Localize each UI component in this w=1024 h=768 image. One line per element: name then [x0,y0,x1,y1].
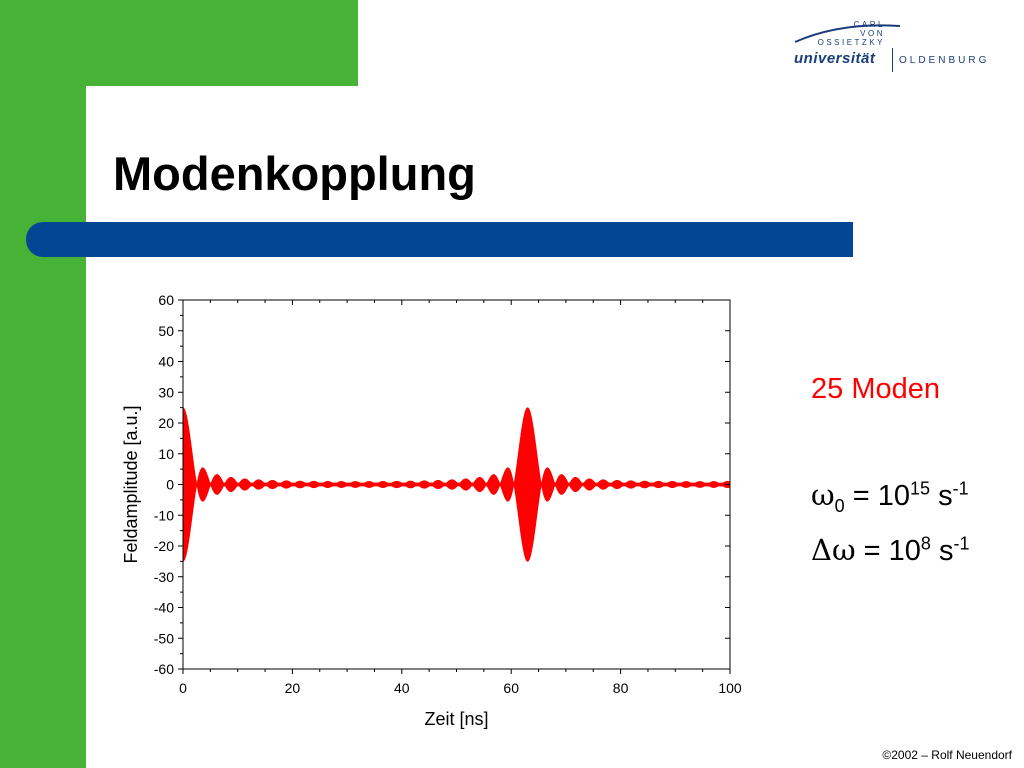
x-tick-label: 40 [394,680,410,696]
logo-arc-icon [794,24,901,43]
y-tick-label: -10 [154,507,174,523]
x-tick-label: 60 [503,680,519,696]
omega-subscript: 0 [834,495,845,516]
y-tick-label: -60 [154,661,174,677]
y-tick-label: -50 [154,630,174,646]
content-area [86,86,1024,768]
x-tick-label: 20 [285,680,301,696]
x-tick-label: 80 [613,680,629,696]
logo-divider [892,48,893,72]
y-tick-label: -40 [154,600,174,616]
omega-unit: s [930,480,953,512]
delta-unit-exponent: -1 [953,533,970,554]
logo-text-ossietzky: OSSIETZKY [817,38,885,47]
y-tick-label: 0 [166,477,174,493]
title-underline-bar [26,222,853,257]
logo-text-carl: CARL [853,20,885,29]
modes-label: 25 Moden [811,373,940,405]
x-axis-label: Zeit [ns] [424,709,488,729]
x-tick-label: 100 [718,680,742,696]
omega-exponent: 15 [909,478,931,499]
y-tick-label: 60 [158,292,174,308]
logo-text-von: VON [860,29,885,38]
signal-envelope [182,407,731,562]
slide-title: Modenkopplung [113,147,476,200]
y-tick-label: -20 [154,538,174,554]
omega-unit-exponent: -1 [952,478,969,499]
y-tick-label: 10 [158,446,174,462]
y-axis-label: Feldamplitude [a.u.] [121,405,141,563]
y-tick-label: 30 [158,384,174,400]
delta-omega-symbol: Δω [811,533,856,567]
university-logo: CARL VON OSSIETZKY universität OLDENBURG [790,20,1010,80]
omega-formula: ω0 = 1015 s-1 [811,478,969,517]
omega-symbol: ω [811,478,835,512]
logo-text-universitat: universität [794,50,876,67]
delta-equals: = 10 [855,535,921,567]
copyright-footer: ©2002 – Rolf Neuendorf [882,748,1012,762]
signal-trace [182,407,731,562]
green-side-band [0,0,86,768]
green-top-band [0,0,358,86]
delta-exponent: 8 [920,533,931,554]
logo-text-oldenburg: OLDENBURG [899,55,990,66]
delta-omega-formula: Δω = 108 s-1 [811,533,970,568]
x-tick-label: 0 [179,680,187,696]
omega-equals: = 10 [844,480,910,512]
delta-unit: s [930,535,954,567]
y-tick-label: 20 [158,415,174,431]
y-tick-label: -30 [154,569,174,585]
y-tick-label: 40 [158,354,174,370]
y-tick-label: 50 [158,323,174,339]
